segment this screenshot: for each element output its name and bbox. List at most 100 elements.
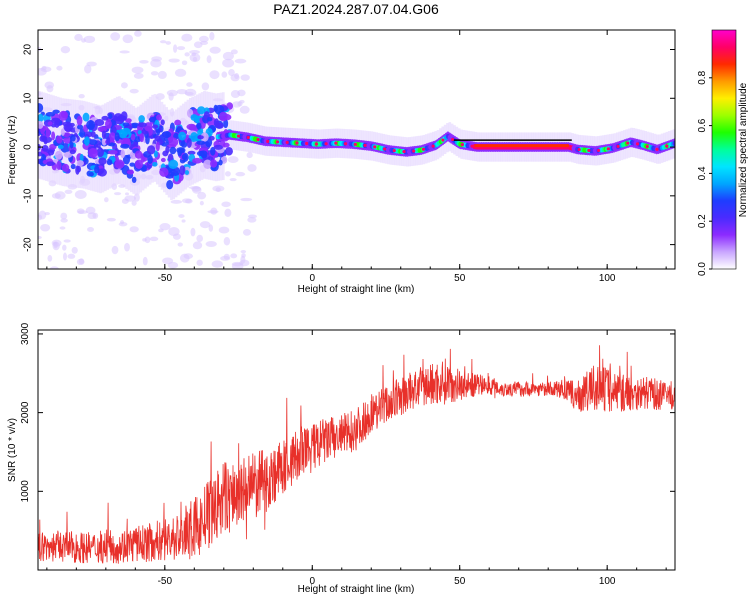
spectrogram-noise-blob — [60, 46, 71, 54]
spectrogram-halo-cell — [101, 104, 105, 193]
spectrogram-x-axis: -50 0 50 100 — [46, 30, 667, 284]
spectrogram-y-tick-label: -20 — [23, 237, 34, 252]
spectrogram-noise-blob — [212, 185, 225, 192]
spectrogram-noise-blob — [121, 198, 129, 204]
spectrogram-speckle — [129, 162, 136, 167]
spectrogram-noise-blob — [199, 200, 204, 206]
spectrogram-noise-blob — [142, 256, 148, 266]
spectrogram-hotspot — [616, 144, 620, 148]
spectrogram-speckle — [152, 161, 158, 167]
spectrogram-noise-blob — [184, 91, 194, 96]
spectrogram-speckle — [169, 146, 177, 155]
spectrogram-noise-blob — [162, 257, 174, 265]
spectrogram-speckle — [45, 112, 56, 117]
colorbar-label: Normalized spectral amplitude — [738, 82, 749, 217]
spectrogram-noise-blob — [129, 226, 139, 233]
spectrogram-noise-blob — [150, 59, 162, 68]
spectrogram-speckle — [200, 132, 209, 142]
spectrogram-noise-blob — [62, 244, 67, 251]
spectrogram-noise-blob — [178, 214, 185, 218]
spectrogram-noise-blob — [111, 245, 119, 255]
spectrogram-speckle — [197, 106, 206, 115]
spectrogram-halo-cell — [174, 109, 178, 198]
spectrogram-speckle — [90, 131, 96, 138]
spectrogram-halo-cell — [75, 99, 79, 188]
spectrogram-noise-blob — [186, 82, 193, 87]
spectrogram-noise-blob — [190, 227, 196, 237]
spectrogram-noise-blob — [193, 41, 203, 49]
spectrogram-speckle — [56, 160, 62, 170]
spectrogram-noise-blob — [181, 33, 193, 42]
spectrogram-speckle — [137, 130, 142, 135]
spectrogram-noise-blob — [168, 92, 174, 101]
spectrogram-speckle — [152, 124, 159, 129]
spectrogram-noise-blob — [189, 49, 200, 55]
spectrogram-halo-cell — [80, 100, 84, 189]
spectrogram-hotspot — [606, 147, 610, 151]
spectrogram-speckle — [181, 153, 188, 160]
spectrogram-noise-blob — [209, 70, 220, 80]
spectrogram-noise-blob — [222, 58, 235, 68]
spectrogram-speckle — [127, 170, 134, 175]
spectrogram-halo-cell — [104, 103, 107, 192]
spectrogram-noise-blob — [38, 210, 47, 220]
spectrogram-hotspot — [451, 137, 455, 142]
spectrogram-noise-blob — [246, 152, 253, 159]
spectrogram-speckle — [46, 161, 56, 166]
snr-x-tick-label: 50 — [454, 576, 466, 587]
spectrogram-noise-blob — [222, 51, 234, 61]
spectrogram-noise-blob — [197, 191, 207, 200]
spectrogram-noise-blob — [133, 72, 144, 79]
spectrogram-speckle — [76, 165, 82, 173]
spectrogram-noise-blob — [224, 208, 232, 217]
spectrogram-noise-blob — [209, 46, 221, 54]
spectrogram-noise-blob — [104, 197, 109, 203]
spectrogram-noise-blob — [149, 236, 159, 242]
spectrogram-x-tick-label: 0 — [309, 273, 315, 284]
spectrogram-noise-blob — [185, 198, 193, 204]
spectrogram-dominant-band — [474, 144, 569, 148]
spectrogram-speckle — [51, 131, 56, 141]
spectrogram-noise-blob — [62, 252, 68, 261]
spectrogram-noise-blob — [106, 217, 116, 222]
spectrogram-speckle — [52, 109, 60, 114]
spectrogram-hotspot — [314, 142, 318, 146]
spectrogram-noise-blob — [181, 219, 186, 223]
spectrogram-speckle — [160, 119, 165, 126]
snr-x-tick-label: -50 — [158, 576, 173, 587]
spectrogram-speckle — [57, 144, 64, 149]
spectrogram-noise-blob — [218, 226, 230, 234]
spectrogram-speckle — [122, 122, 130, 127]
spectrogram-hotspot — [635, 142, 640, 146]
spectrogram-speckle — [223, 119, 229, 129]
spectrogram-noise-blob — [131, 66, 144, 74]
spectrogram-hotspot — [334, 141, 338, 145]
spectrogram-noise-blob — [224, 171, 231, 177]
spectrogram-speckle — [54, 150, 63, 160]
spectrogram-speckle — [168, 137, 179, 147]
spectrogram-noise-blob — [59, 226, 66, 230]
spectrogram-noise-blob — [196, 259, 203, 266]
spectrogram-noise-blob — [196, 234, 204, 243]
spectrogram-hotspot — [460, 142, 464, 147]
spectrogram-speckle — [165, 145, 170, 154]
spectrogram-noise-blob — [120, 220, 125, 225]
spectrogram-noise-blob — [63, 239, 71, 243]
spectrogram-hotspot — [392, 148, 396, 153]
spectrogram-speckle — [179, 165, 186, 176]
spectrogram-hotspot — [665, 144, 669, 148]
colorbar-ticks: 0.0 0.2 0.4 0.6 0.8 — [697, 70, 712, 276]
spectrogram-speckle — [213, 118, 220, 128]
spectrogram-speckle — [156, 114, 162, 121]
spectrogram-y-tick-label: 0 — [23, 144, 34, 150]
spectrogram-speckle — [108, 142, 116, 147]
spectrogram-speckle — [146, 145, 156, 155]
spectrogram-speckle — [38, 113, 44, 123]
spectrogram-speckle — [203, 159, 212, 169]
spectrogram-noise-blob — [46, 85, 54, 93]
spectrogram-noise-blob — [120, 82, 128, 89]
spectrogram-noise-blob — [131, 200, 137, 206]
spectrogram-hotspot — [305, 141, 309, 146]
spectrogram-hotspot — [373, 145, 377, 149]
spectrogram-speckle — [184, 170, 190, 175]
